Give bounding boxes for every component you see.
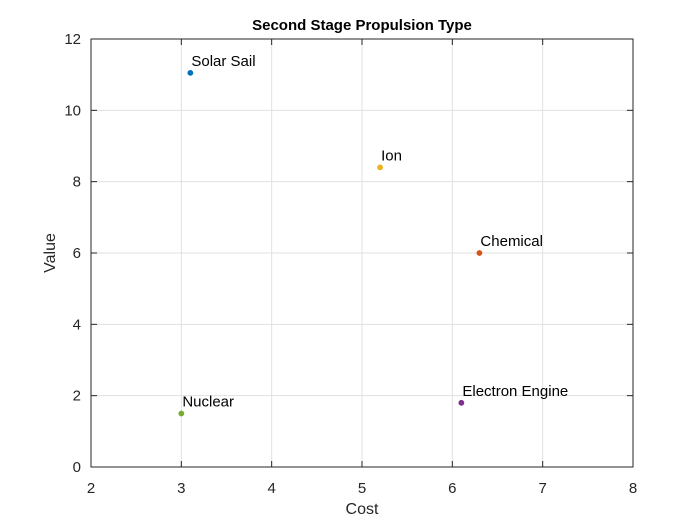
y-tick-label: 4 bbox=[73, 316, 81, 333]
chart-title: Second Stage Propulsion Type bbox=[252, 17, 472, 34]
y-axis-label: Value bbox=[42, 233, 59, 273]
x-tick-label: 3 bbox=[177, 480, 185, 497]
y-tick-label: 2 bbox=[73, 388, 81, 405]
x-tick-label: 2 bbox=[87, 480, 95, 497]
data-points: Solar Sail Ion Chemical Electron Engine Nucl… bbox=[178, 53, 568, 417]
point-label-chemical: Chemical bbox=[480, 233, 543, 250]
y-tick-label: 12 bbox=[64, 31, 81, 48]
point-label-nuclear: Nuclear bbox=[182, 394, 234, 411]
x-tick-label: 6 bbox=[448, 480, 456, 497]
data-point-solar-sail bbox=[187, 69, 194, 76]
point-label-ion: Ion bbox=[381, 147, 402, 164]
data-point-electron-engine bbox=[458, 399, 465, 406]
point-label-solar-sail: Solar Sail bbox=[191, 53, 255, 70]
x-tick-label: 4 bbox=[267, 480, 275, 497]
x-tick-label: 5 bbox=[358, 480, 366, 497]
y-tick-label: 8 bbox=[73, 174, 81, 191]
data-point-ion bbox=[377, 164, 383, 171]
grid bbox=[90, 38, 634, 468]
x-tick-label: 7 bbox=[538, 480, 546, 497]
y-tick-label: 10 bbox=[64, 102, 81, 119]
x-tick-label: 8 bbox=[629, 480, 637, 497]
data-point-chemical bbox=[476, 250, 483, 256]
x-axis-label: Cost bbox=[346, 501, 379, 518]
point-label-electron-engine: Electron Engine bbox=[462, 383, 568, 400]
y-tick-label: 0 bbox=[73, 459, 81, 476]
data-point-nuclear bbox=[178, 410, 185, 417]
y-tick-label: 6 bbox=[73, 245, 81, 262]
